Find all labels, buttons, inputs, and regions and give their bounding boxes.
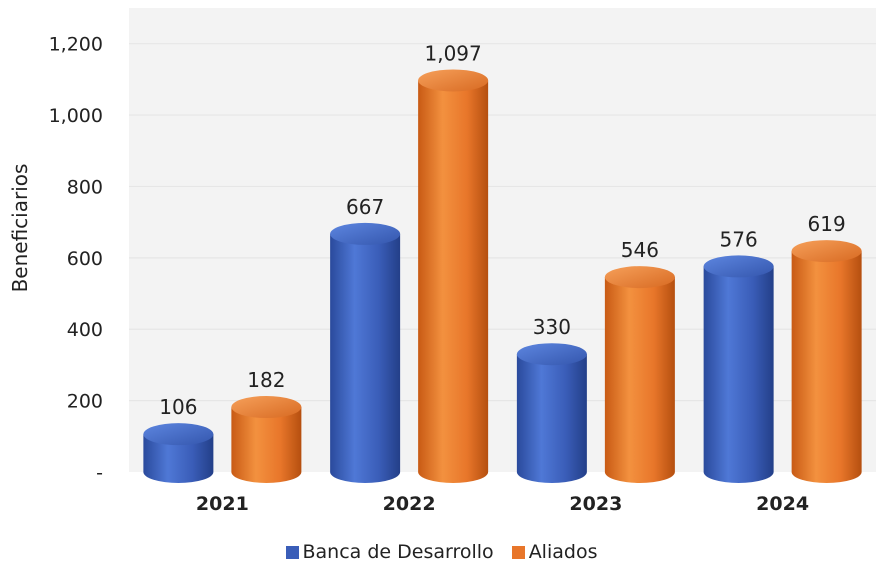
y-tick-label: -	[96, 462, 103, 484]
data-label: 182	[247, 368, 285, 392]
bar-cap	[418, 69, 489, 92]
bar-aliados-2024	[791, 240, 862, 483]
y-tick-label: 1,200	[49, 34, 103, 56]
data-label: 619	[808, 212, 846, 236]
x-tick-label: 2022	[383, 493, 436, 515]
bar-cap	[604, 266, 675, 289]
bar-banca-2024	[703, 255, 774, 483]
bars	[143, 69, 862, 483]
legend-swatch-aliados	[511, 545, 525, 559]
y-tick-label: 200	[67, 391, 103, 413]
bar-body	[604, 277, 675, 483]
data-label: 546	[621, 238, 659, 262]
bar-banca-2021	[143, 423, 214, 483]
y-axis-label: Beneficiarios	[8, 164, 32, 293]
bar-body	[330, 233, 401, 483]
bar-body	[703, 266, 774, 483]
x-axis-ticks: 2021 2022 2023 2024	[196, 493, 809, 515]
y-tick-label: 600	[67, 248, 103, 270]
data-label: 667	[346, 195, 384, 219]
bar-body	[231, 407, 302, 483]
y-tick-label: 800	[67, 176, 103, 198]
bar-body	[516, 354, 587, 483]
bar-cap	[516, 343, 587, 366]
bar-aliados-2022	[418, 69, 489, 483]
bar-cap	[703, 255, 774, 278]
bar-aliados-2021	[231, 396, 302, 483]
data-labels: 106 182 667 1,097 330 546 576 619	[159, 41, 845, 419]
bar-cap	[791, 240, 862, 263]
y-tick-label: 1,000	[49, 105, 103, 127]
bar-body	[418, 80, 489, 483]
legend-item-banca: Banca de Desarrollo	[285, 541, 494, 563]
bar-cap	[231, 396, 302, 419]
legend-swatch-banca	[285, 545, 299, 559]
y-tick-label: 400	[67, 319, 103, 341]
bar-body	[791, 251, 862, 483]
data-label: 1,097	[424, 41, 481, 65]
bar-banca-2023	[516, 343, 587, 483]
bar-banca-2022	[330, 222, 401, 483]
bar-body	[143, 434, 214, 483]
y-axis-ticks: - 200 400 600 800 1,000 1,200	[49, 34, 103, 484]
data-label: 576	[720, 227, 758, 251]
bar-aliados-2023	[604, 266, 675, 483]
legend-label-banca: Banca de Desarrollo	[302, 541, 494, 563]
legend: Banca de Desarrollo Aliados	[0, 541, 883, 563]
legend-item-aliados: Aliados	[511, 541, 598, 563]
data-label: 330	[533, 315, 571, 339]
bar-cap	[143, 423, 214, 446]
data-label: 106	[159, 395, 197, 419]
x-tick-label: 2023	[569, 493, 622, 515]
x-tick-label: 2024	[756, 493, 809, 515]
bar-cap	[330, 222, 401, 245]
legend-label-aliados: Aliados	[528, 541, 598, 563]
bar-chart: - 200 400 600 800 1,000 1,200 106 182 667 1,097 33…	[8, 8, 876, 515]
x-tick-label: 2021	[196, 493, 249, 515]
